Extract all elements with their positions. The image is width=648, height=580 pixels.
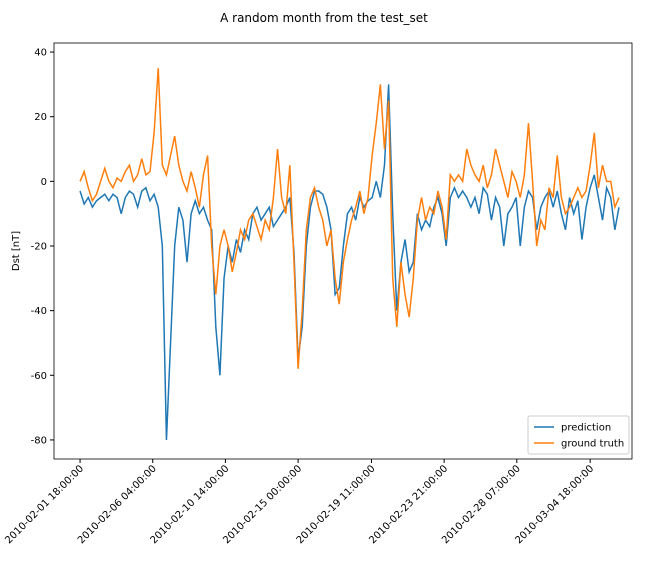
plot-frame	[53, 42, 633, 460]
y-tick-label: -20	[31, 241, 47, 252]
y-tick-label: -40	[31, 306, 47, 317]
series-line	[79, 68, 620, 369]
chart-title: A random month from the test_set	[220, 11, 428, 25]
y-tick-label: -60	[31, 371, 47, 382]
legend-label: prediction	[561, 423, 611, 434]
y-tick-label: 40	[34, 48, 47, 59]
legend-label: ground truth	[561, 439, 624, 450]
y-tick-label: -80	[31, 435, 47, 446]
y-tick-label: 20	[34, 112, 47, 123]
y-axis-label: Dst [nT]	[11, 231, 22, 271]
legend-box	[527, 415, 630, 455]
y-tick-label: 0	[41, 177, 47, 188]
series-line	[79, 84, 620, 440]
